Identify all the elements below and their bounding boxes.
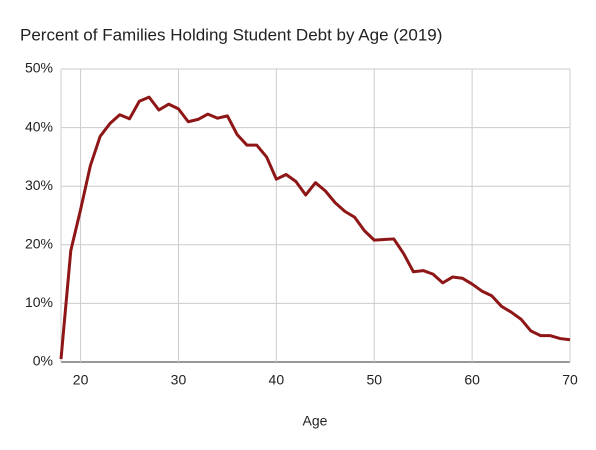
y-tick-label: 0% — [33, 353, 53, 369]
x-tick-label: 60 — [464, 372, 480, 388]
x-axis-label: Age — [303, 413, 328, 429]
x-tick-label: 70 — [562, 372, 578, 388]
y-tick-label: 50% — [25, 60, 53, 76]
y-tick-label: 40% — [25, 118, 53, 134]
x-tick-label: 30 — [171, 372, 187, 388]
data-line — [59, 95, 571, 360]
x-tick-label: 50 — [366, 372, 382, 388]
y-tick-label: 10% — [25, 294, 53, 310]
x-tick-label: 20 — [73, 372, 89, 388]
chart-title: Percent of Families Holding Student Debt… — [20, 25, 442, 44]
x-tick-label: 40 — [269, 372, 285, 388]
y-tick-label: 30% — [25, 177, 53, 193]
y-tick-label: 20% — [25, 236, 53, 252]
